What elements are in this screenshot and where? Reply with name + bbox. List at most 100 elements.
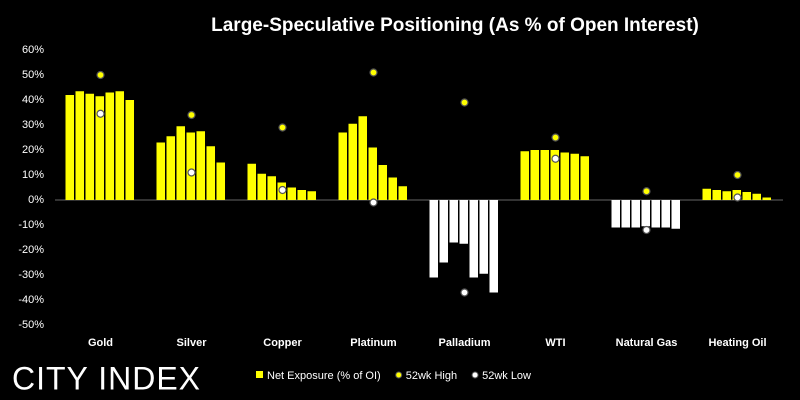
y-tick-label: -50% xyxy=(18,319,44,331)
bar xyxy=(479,200,488,274)
low-marker xyxy=(278,185,287,195)
low-marker xyxy=(733,193,742,202)
bar xyxy=(459,200,468,244)
bar xyxy=(247,163,256,200)
y-tick-label: -30% xyxy=(18,269,44,281)
legend-label: Net Exposure (% of OI) xyxy=(267,370,381,382)
bar xyxy=(95,96,104,200)
bar xyxy=(651,200,660,228)
bar xyxy=(712,190,721,200)
bar xyxy=(267,176,276,200)
bar xyxy=(297,190,306,200)
bar xyxy=(186,132,195,200)
y-tick-label: -40% xyxy=(18,294,44,306)
high-marker xyxy=(96,70,105,80)
bar xyxy=(398,186,407,200)
high-marker xyxy=(551,133,560,142)
low-marker xyxy=(551,154,560,163)
y-tick-label: 40% xyxy=(22,94,44,106)
bar xyxy=(742,192,751,200)
x-tick-label: Natural Gas xyxy=(616,337,678,349)
y-tick-label: -10% xyxy=(18,219,44,231)
low-marker xyxy=(187,168,196,177)
bar xyxy=(611,200,620,228)
bar xyxy=(206,146,215,200)
bar xyxy=(105,92,114,200)
bar xyxy=(489,200,498,293)
bar xyxy=(540,150,549,200)
bar xyxy=(580,156,589,200)
high-marker xyxy=(642,187,651,196)
legend-label: 52wk Low xyxy=(482,370,531,382)
bar xyxy=(550,150,559,200)
chart-title: Large-Speculative Positioning (As % of O… xyxy=(211,15,699,36)
bar xyxy=(671,200,680,229)
x-tick-label: Gold xyxy=(88,337,113,349)
bar xyxy=(196,131,205,200)
bar xyxy=(176,126,185,200)
low-marker xyxy=(369,198,378,207)
y-tick-label: 0% xyxy=(28,194,44,206)
bar xyxy=(388,177,397,200)
low-marker xyxy=(460,288,469,297)
bar xyxy=(338,132,347,200)
bar xyxy=(702,188,711,200)
bar xyxy=(166,136,175,200)
bar xyxy=(307,191,316,200)
y-tick-label: 50% xyxy=(22,69,44,81)
bar xyxy=(530,150,539,200)
high-marker xyxy=(733,170,742,180)
x-tick-label: Palladium xyxy=(439,337,491,349)
bar xyxy=(378,165,387,200)
low-marker xyxy=(96,109,105,118)
bar xyxy=(762,197,771,200)
x-tick-label: Silver xyxy=(177,337,208,349)
x-tick-label: Heating Oil xyxy=(708,337,766,349)
x-tick-label: Copper xyxy=(263,337,302,349)
high-marker xyxy=(369,68,378,77)
bar xyxy=(75,91,84,200)
bar xyxy=(257,173,266,200)
bar xyxy=(429,200,438,278)
low-marker xyxy=(642,225,651,235)
y-tick-label: 20% xyxy=(22,144,44,156)
logo: CITY INDEX xyxy=(12,360,201,396)
high-marker xyxy=(460,98,469,107)
bar xyxy=(156,142,165,200)
bar xyxy=(641,200,650,227)
high-marker xyxy=(187,110,196,120)
bar xyxy=(469,200,478,278)
bar xyxy=(287,187,296,200)
bar xyxy=(570,153,579,200)
bar xyxy=(560,152,569,200)
bar xyxy=(65,95,74,200)
bar xyxy=(621,200,630,228)
bar xyxy=(722,191,731,200)
y-tick-label: 10% xyxy=(22,169,44,181)
y-tick-label: 30% xyxy=(22,119,44,131)
bar xyxy=(661,200,670,228)
legend-swatch xyxy=(395,371,403,379)
bar xyxy=(520,151,529,200)
x-tick-label: Platinum xyxy=(350,337,397,349)
bar xyxy=(368,147,377,200)
legend-swatch xyxy=(471,371,479,379)
bar xyxy=(449,200,458,243)
bar xyxy=(125,100,134,200)
bar xyxy=(358,116,367,200)
bar xyxy=(631,200,640,228)
legend-label: 52wk High xyxy=(406,370,457,382)
y-tick-label: 60% xyxy=(22,44,44,56)
bar xyxy=(85,93,94,200)
bar xyxy=(439,200,448,263)
y-tick-label: -20% xyxy=(18,244,44,256)
bar xyxy=(115,91,124,200)
high-marker xyxy=(278,123,287,132)
x-tick-label: WTI xyxy=(545,337,565,349)
bar xyxy=(752,193,761,200)
legend-swatch xyxy=(256,371,263,378)
bar xyxy=(348,123,357,200)
bar xyxy=(216,162,225,200)
